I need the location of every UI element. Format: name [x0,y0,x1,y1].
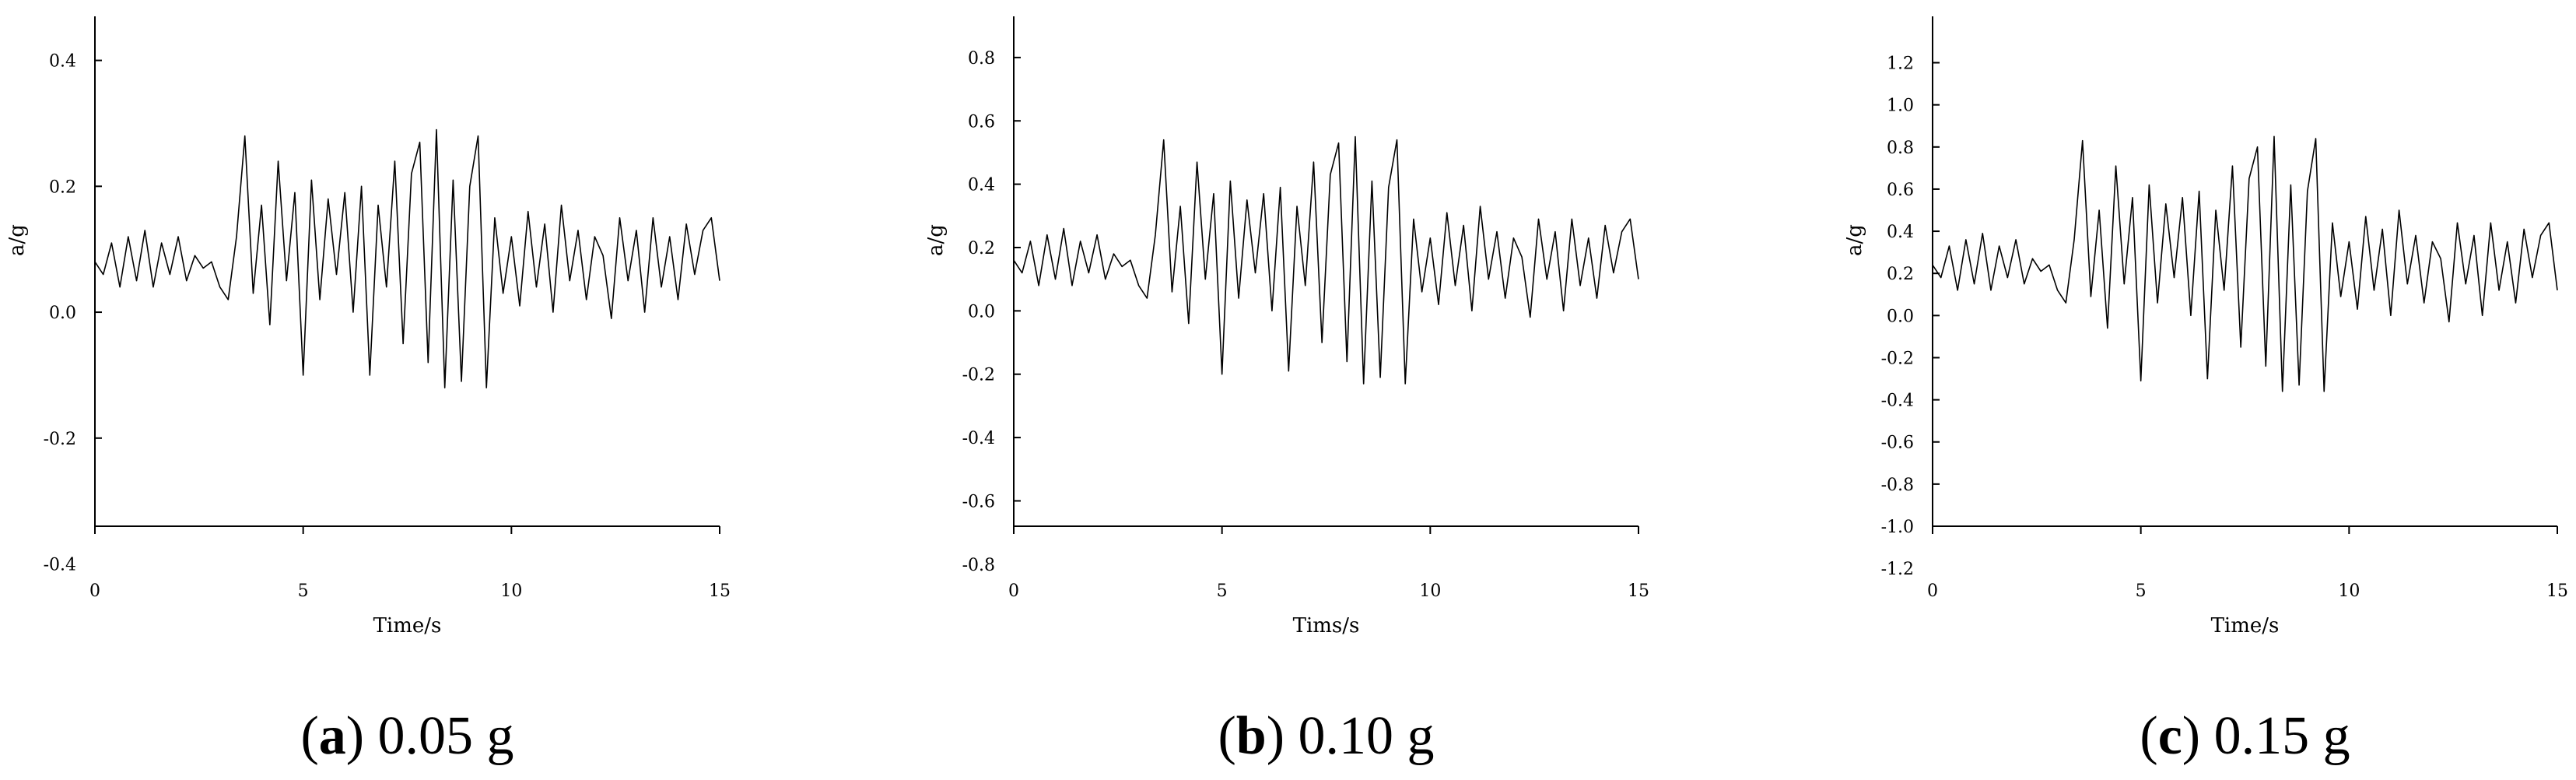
caption-part: ) 0.15 g [2182,706,2350,766]
y-tick-label: 1.0 [1887,97,1914,116]
y-tick-label: -0.4 [44,556,76,575]
y-tick-label: 0.4 [49,52,76,72]
y-axis-label: a/g [5,224,29,256]
y-tick-label: -0.2 [962,366,995,385]
y-tick-label: 1.2 [1887,54,1914,74]
x-tick-label: 5 [1217,581,1228,601]
caption-part: ) 0.10 g [1267,706,1435,766]
caption-part: c [2158,706,2182,766]
y-tick-label: -0.4 [962,429,995,448]
y-axis-label: a/g [924,224,948,256]
x-tick-label: 0 [89,581,100,601]
x-tick-label: 10 [2338,581,2360,601]
y-tick-label: -0.2 [44,430,76,449]
caption-part: a [319,706,346,766]
x-tick-label: 10 [1419,581,1441,601]
y-tick-label: 0.8 [968,49,995,69]
accel-line [94,128,720,388]
x-tick-label: 15 [2546,581,2568,601]
caption-part: b [1236,706,1267,766]
x-tick-label: 5 [2136,581,2147,601]
caption-part: ) 0.05 g [346,706,514,766]
x-tick-label: 15 [1628,581,1649,601]
y-tick-label: -0.6 [1881,434,1914,453]
y-tick-label: 0.0 [968,302,995,321]
y-tick-label: 0.2 [49,177,76,197]
y-tick-label: 0.0 [1887,307,1914,326]
y-tick-label: 0.8 [1887,139,1914,158]
y-tick-label: 0.2 [968,239,995,258]
x-tick-label: 5 [298,581,309,601]
x-tick-label: 15 [709,581,731,601]
y-tick-label: 0.6 [1887,181,1914,200]
y-tick-label: -0.8 [962,556,995,575]
caption-part: ( [1218,706,1235,766]
y-tick-label: -1.0 [1881,518,1914,537]
y-tick-label: 0.4 [1887,223,1914,242]
x-tick-label: 0 [1008,581,1019,601]
x-axis-label: Tims/s [1293,614,1360,638]
accel-line [1013,135,1639,385]
caption: (a) 0.05 g [300,706,513,766]
caption: (b) 0.10 g [1218,706,1434,766]
caption-part: ( [2140,706,2157,766]
caption-part: ( [300,706,318,766]
y-tick-label: 0.0 [49,304,76,323]
y-axis-label: a/g [1843,224,1866,256]
caption: (c) 0.15 g [2140,706,2350,766]
x-axis-label: Time/s [2211,614,2280,638]
y-tick-label: 0.2 [1887,265,1914,284]
y-tick-label: 0.6 [968,112,995,132]
y-tick-label: -0.4 [1881,392,1914,411]
y-tick-label: 0.4 [968,176,995,195]
y-tick-label: -0.8 [1881,476,1914,495]
accel-line [1932,135,2558,392]
y-tick-label: -0.2 [1881,349,1914,368]
x-axis-label: Time/s [373,614,442,638]
x-tick-label: 10 [500,581,522,601]
x-tick-label: 0 [1927,581,1938,601]
y-tick-label: -0.6 [962,492,995,511]
y-tick-label: -1.2 [1881,560,1914,579]
